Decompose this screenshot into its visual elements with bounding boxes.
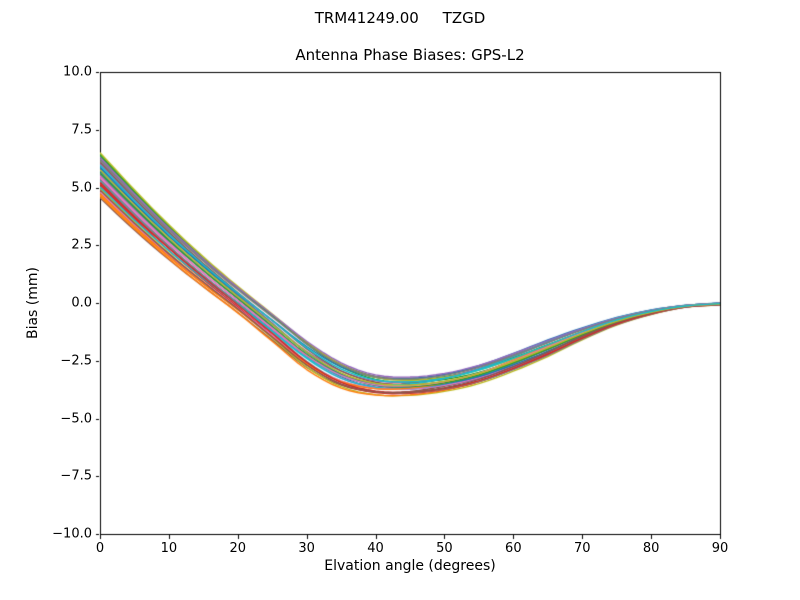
y-tick-label: 7.5 bbox=[71, 122, 92, 138]
y-tick-label: −7.5 bbox=[60, 468, 92, 484]
y-tick-label: −10.0 bbox=[52, 526, 92, 542]
y-axis-label: Bias (mm) bbox=[25, 266, 41, 340]
x-tick-label: 50 bbox=[436, 541, 453, 556]
x-tick-label: 30 bbox=[298, 541, 315, 556]
figure-suptitle: TRM41249.00 TZGD bbox=[314, 9, 486, 27]
y-tick-label: 0.0 bbox=[71, 295, 92, 311]
x-tick-label: 40 bbox=[367, 541, 384, 556]
axes-title: Antenna Phase Biases: GPS-L2 bbox=[295, 46, 525, 64]
x-tick-label: 10 bbox=[160, 541, 178, 556]
x-axis-label: Elvation angle (degrees) bbox=[324, 558, 496, 574]
x-tick-label: 90 bbox=[711, 541, 729, 556]
x-tick-label: 70 bbox=[573, 541, 591, 556]
x-tick-label: 20 bbox=[229, 541, 247, 556]
y-tick-label: 10.0 bbox=[63, 64, 92, 80]
x-tick-label: 60 bbox=[505, 541, 522, 556]
y-tick-label: 2.5 bbox=[71, 237, 92, 253]
y-tick-label: 5.0 bbox=[71, 180, 92, 195]
x-tick-label: 0 bbox=[95, 541, 105, 556]
x-tick-label: 80 bbox=[642, 541, 660, 556]
y-tick-label: −5.0 bbox=[60, 411, 92, 426]
y-tick-label: −2.5 bbox=[60, 353, 92, 369]
